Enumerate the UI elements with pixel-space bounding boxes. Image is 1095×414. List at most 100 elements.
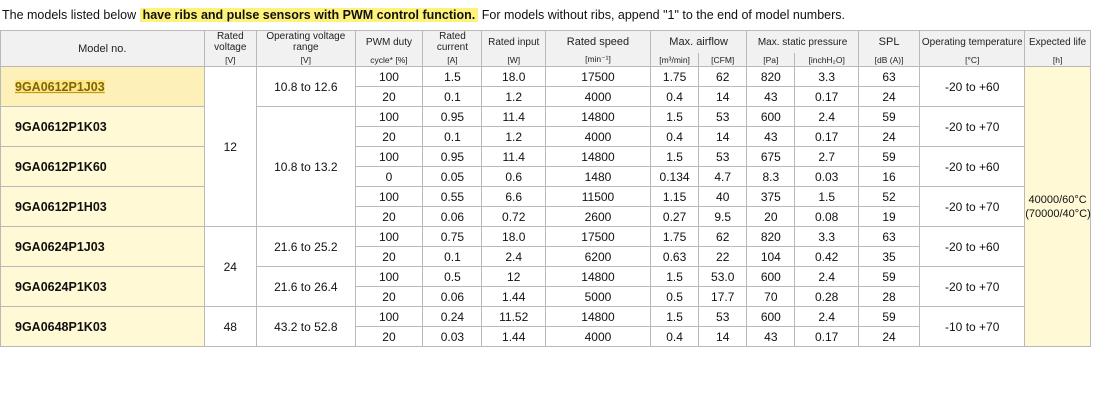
speed-cell: 14800 [544, 306, 652, 327]
pwm-cell: 100 [354, 306, 424, 327]
table-row: 20 0.06 0.72 2600 0.27 9.5 20 0.08 19 [1, 206, 1091, 227]
op-voltage-cell: 43.2 to 52.8 [256, 306, 356, 347]
airflow-m3-cell: 0.4 [649, 86, 700, 107]
input-cell: 11.52 [481, 306, 546, 327]
airflow-m3-cell: 1.75 [649, 226, 700, 247]
header-static-pressure: Max. static pressure [746, 30, 859, 53]
current-cell: 0.1 [422, 86, 483, 107]
unit-static-pa: [Pa] [746, 53, 796, 67]
static-inch-cell: 0.03 [794, 166, 859, 187]
airflow-m3-cell: 1.5 [649, 266, 700, 287]
table-row: 20 0.06 1.44 5000 0.5 17.7 70 0.28 28 [1, 286, 1091, 307]
airflow-cfm-cell: 14 [698, 326, 748, 347]
current-cell: 0.05 [422, 166, 483, 187]
static-pa-cell: 104 [746, 246, 796, 267]
airflow-cfm-cell: 17.7 [698, 286, 748, 307]
table-row: 9GA0624P1J03 24 21.6 to 25.2 100 0.75 18.0 175… [0, 226, 1091, 307]
rated-voltage-cell: 48 [203, 306, 258, 347]
static-pa-cell: 600 [746, 306, 796, 327]
table-row: 9GA0624P1K03 21.6 to 26.4 100 0.5 12 14800 1.5… [0, 266, 1091, 307]
static-pa-cell: 20 [746, 206, 796, 227]
input-cell: 1.44 [481, 326, 546, 347]
table-row: 20 0.1 1.2 4000 0.4 14 43 0.17 24 [1, 86, 1091, 107]
life-cell: 40000/60°C (70000/40°C) [1024, 66, 1091, 347]
airflow-cfm-cell: 4.7 [698, 166, 748, 187]
static-pa-cell: 43 [746, 326, 796, 347]
speed-cell: 4000 [544, 126, 652, 147]
static-pa-cell: 70 [746, 286, 796, 307]
unit-airflow-cfm: [CFM] [698, 53, 748, 67]
speed-cell: 5000 [544, 286, 652, 307]
static-inch-cell: 2.4 [794, 106, 859, 127]
pwm-cell: 100 [354, 146, 424, 167]
intro-text: The models listed below have ribs and pu… [0, 0, 1095, 30]
pwm-cell: 100 [354, 226, 424, 247]
static-pa-cell: 375 [746, 186, 796, 207]
header-life: Expected life [1024, 30, 1091, 53]
table-header: Model no. Rated voltage Operating voltag… [0, 30, 1091, 67]
pwm-cell: 20 [354, 326, 424, 347]
unit-life: [h] [1024, 53, 1091, 67]
model-number: 9GA0648P1K03 [0, 306, 205, 347]
header-rated-speed: Rated speed [544, 30, 652, 53]
current-cell: 0.75 [422, 226, 483, 247]
current-cell: 0.55 [422, 186, 483, 207]
intro-suffix: For models without ribs, append "1" to t… [478, 8, 845, 22]
static-pa-cell: 43 [746, 126, 796, 147]
intro-prefix: The models listed below [2, 8, 140, 22]
input-cell: 2.4 [481, 246, 546, 267]
speed-cell: 6200 [544, 246, 652, 267]
airflow-m3-cell: 0.134 [649, 166, 700, 187]
static-pa-cell: 820 [746, 226, 796, 247]
speed-cell: 14800 [544, 106, 652, 127]
model-number: 9GA0612P1K60 [0, 146, 205, 187]
static-inch-cell: 0.17 [794, 126, 859, 147]
current-cell: 0.06 [422, 286, 483, 307]
unit-op-voltage: [V] [256, 53, 356, 67]
model-number-text: 9GA0612P1J03 [15, 79, 105, 94]
speed-cell: 1480 [544, 166, 652, 187]
rated-voltage-cell: 12 [203, 66, 258, 227]
header-rated-voltage: Rated voltage [203, 30, 258, 53]
airflow-cfm-cell: 62 [698, 66, 748, 87]
spl-cell: 24 [857, 86, 921, 107]
model-number-text: 9GA0648P1K03 [15, 319, 107, 334]
airflow-m3-cell: 0.27 [649, 206, 700, 227]
unit-static-inch: [inchH₂O] [794, 53, 859, 67]
model-number-text: 9GA0624P1J03 [15, 239, 105, 254]
pwm-cell: 100 [354, 186, 424, 207]
table-row: 9GA0612P1K03 10.8 to 13.2 100 0.95 11.4 14800… [0, 106, 1091, 227]
spec-table: Model no. Rated voltage Operating voltag… [0, 30, 1091, 347]
airflow-m3-cell: 0.4 [649, 126, 700, 147]
pwm-cell: 100 [354, 266, 424, 287]
speed-cell: 17500 [544, 66, 652, 87]
speed-cell: 14800 [544, 266, 652, 287]
static-inch-cell: 2.7 [794, 146, 859, 167]
model-number: 9GA0612P1K03 [0, 106, 205, 147]
input-cell: 11.4 [481, 146, 546, 167]
input-cell: 0.72 [481, 206, 546, 227]
header-op-voltage: Operating voltage range [256, 30, 356, 53]
speed-cell: 4000 [544, 86, 652, 107]
rated-voltage-cell: 24 [203, 226, 258, 307]
airflow-m3-cell: 1.5 [649, 306, 700, 327]
header-rated-current: Rated current [422, 30, 483, 53]
intro-highlight: have ribs and pulse sensors with PWM con… [139, 8, 479, 22]
spl-cell: 59 [857, 266, 921, 287]
table-row: 20 0.1 2.4 6200 0.63 22 104 0.42 35 [1, 246, 1091, 267]
header-rated-input: Rated input [481, 30, 546, 53]
airflow-m3-cell: 0.5 [649, 286, 700, 307]
input-cell: 6.6 [481, 186, 546, 207]
spl-cell: 52 [857, 186, 921, 207]
unit-airflow-m3: [m³/min] [649, 53, 700, 67]
unit-rated-current: [A] [422, 53, 483, 67]
model-number: 9GA0624P1K03 [0, 266, 205, 307]
input-cell: 1.44 [481, 286, 546, 307]
spl-cell: 59 [857, 306, 921, 327]
input-cell: 18.0 [481, 226, 546, 247]
model-number-text: 9GA0612P1H03 [15, 199, 107, 214]
table-row: 9GA0612P1K60 100 0.95 11.4 14800 1.5 53 675 2.7 5… [0, 146, 1091, 187]
current-cell: 0.1 [422, 126, 483, 147]
airflow-cfm-cell: 53 [698, 306, 748, 327]
static-pa-cell: 600 [746, 266, 796, 287]
